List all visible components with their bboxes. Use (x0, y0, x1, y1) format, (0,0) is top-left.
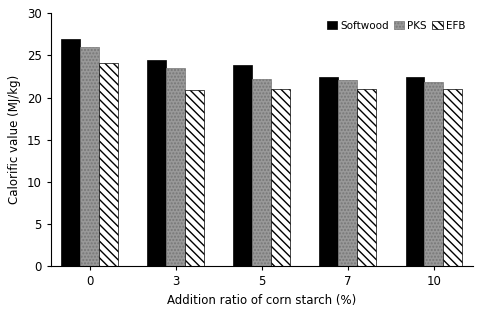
Bar (443, 89, 461, 266)
Y-axis label: Calorific value (MJ/kg): Calorific value (MJ/kg) (8, 75, 21, 204)
Bar (252, 79, 271, 266)
Bar (61, 39, 80, 266)
Bar (99, 63, 118, 266)
Bar (337, 80, 357, 266)
Bar (271, 89, 289, 266)
X-axis label: Addition ratio of corn starch (%): Addition ratio of corn starch (%) (167, 294, 356, 307)
Bar (233, 65, 252, 266)
Bar (185, 90, 204, 266)
Bar (147, 60, 166, 266)
Bar (80, 47, 99, 266)
Bar (357, 89, 375, 266)
Bar (405, 77, 423, 266)
Bar (166, 68, 185, 266)
Legend: Softwood, PKS, EFB: Softwood, PKS, EFB (324, 19, 467, 33)
Bar (319, 77, 337, 266)
Bar (423, 82, 443, 266)
